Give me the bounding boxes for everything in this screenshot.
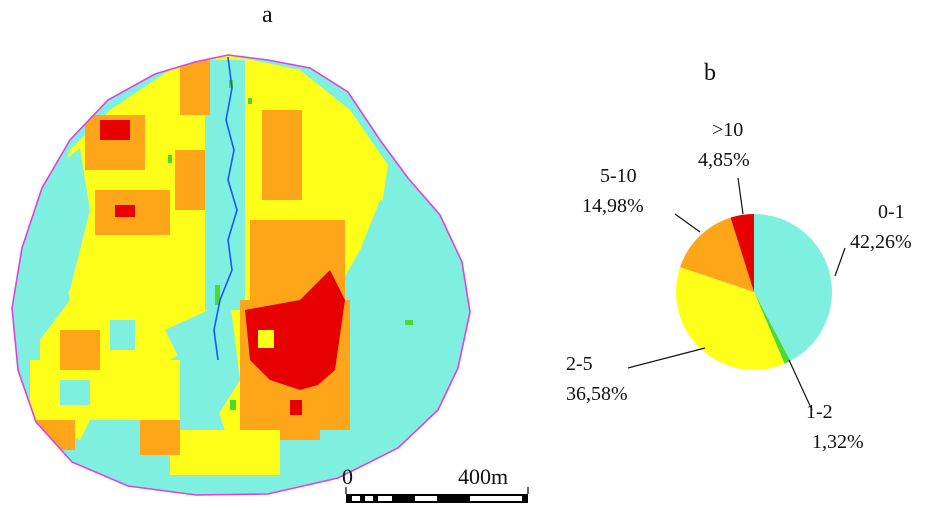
map-class-1-2-patch	[230, 400, 236, 410]
map-class-over-10-patch	[115, 205, 135, 217]
leader-line-2-5	[627, 347, 706, 369]
scale-bar-segment	[365, 496, 373, 501]
slice-label-1-2: 1-2	[806, 401, 833, 423]
map-class-2-5-patch	[258, 330, 274, 348]
map-class-over-10-patch	[245, 270, 345, 390]
pie-slice-5-10	[680, 217, 754, 292]
pie-slice-1-2	[754, 292, 791, 364]
slice-value-over-10: 4,85%	[698, 149, 750, 171]
map-class-2-5-patch	[170, 430, 280, 475]
map-class-5-10-patch	[180, 60, 210, 115]
slice-label-2-5: 2-5	[566, 353, 593, 375]
leader-line-5-10	[674, 213, 701, 233]
pie-slice-0-1	[754, 214, 833, 361]
map-class-0-1-patch	[110, 320, 135, 350]
scale-end-label: 400m	[458, 464, 508, 489]
leader-line-1-2	[788, 359, 813, 411]
pie-slice-over-10	[730, 214, 754, 292]
pie-slices	[676, 214, 833, 371]
slice-label-over-10: >10	[712, 119, 743, 141]
map-class-over-10-patch	[100, 120, 130, 140]
scale-bar: 0 400m	[342, 464, 529, 503]
pie-slice-2-5	[676, 267, 785, 371]
map-class-1-2-patch	[405, 320, 413, 325]
slice-label-0-1: 0-1	[878, 201, 905, 223]
slice-value-1-2: 1,32%	[812, 431, 864, 453]
watershed-boundary	[11, 54, 471, 496]
leader-line-0-1	[834, 247, 846, 277]
scale-start-label: 0	[342, 464, 353, 489]
map-class-1-2-patch	[168, 155, 172, 163]
map-class-5-10-patch	[280, 420, 320, 440]
panel-label-b: b	[704, 60, 716, 86]
leader-line-over-10	[737, 177, 744, 215]
land-use-map	[12, 55, 470, 495]
slice-value-2-5: 36,58%	[566, 383, 628, 405]
scale-bar-segment	[352, 496, 360, 501]
slice-value-5-10: 14,98%	[582, 195, 644, 217]
scale-bar-segment	[470, 496, 522, 501]
river-line	[213, 56, 238, 361]
map-class-0-1-patch	[60, 380, 90, 405]
scale-bar-segment	[415, 496, 437, 501]
map-class-1-2-patch	[248, 98, 252, 104]
map-class-5-10-patch	[140, 420, 180, 455]
map-class-0-1-patch	[320, 200, 460, 450]
panel-label-a: a	[262, 2, 273, 28]
map-class-over-10-patch	[290, 400, 302, 415]
map-class-5-10-patch	[262, 110, 302, 200]
map-class-1-2-patch	[215, 285, 220, 305]
map-class-2-5-patch	[30, 360, 180, 420]
map-class-0-1-patch	[205, 60, 245, 310]
slice-value-0-1: 42,26%	[850, 231, 912, 253]
slice-label-5-10: 5-10	[600, 165, 637, 187]
scale-bar-segment	[378, 496, 392, 501]
map-class-0-1-patch	[165, 300, 240, 420]
map-class-5-10-patch	[60, 330, 100, 370]
map-class-5-10-patch	[175, 150, 205, 210]
